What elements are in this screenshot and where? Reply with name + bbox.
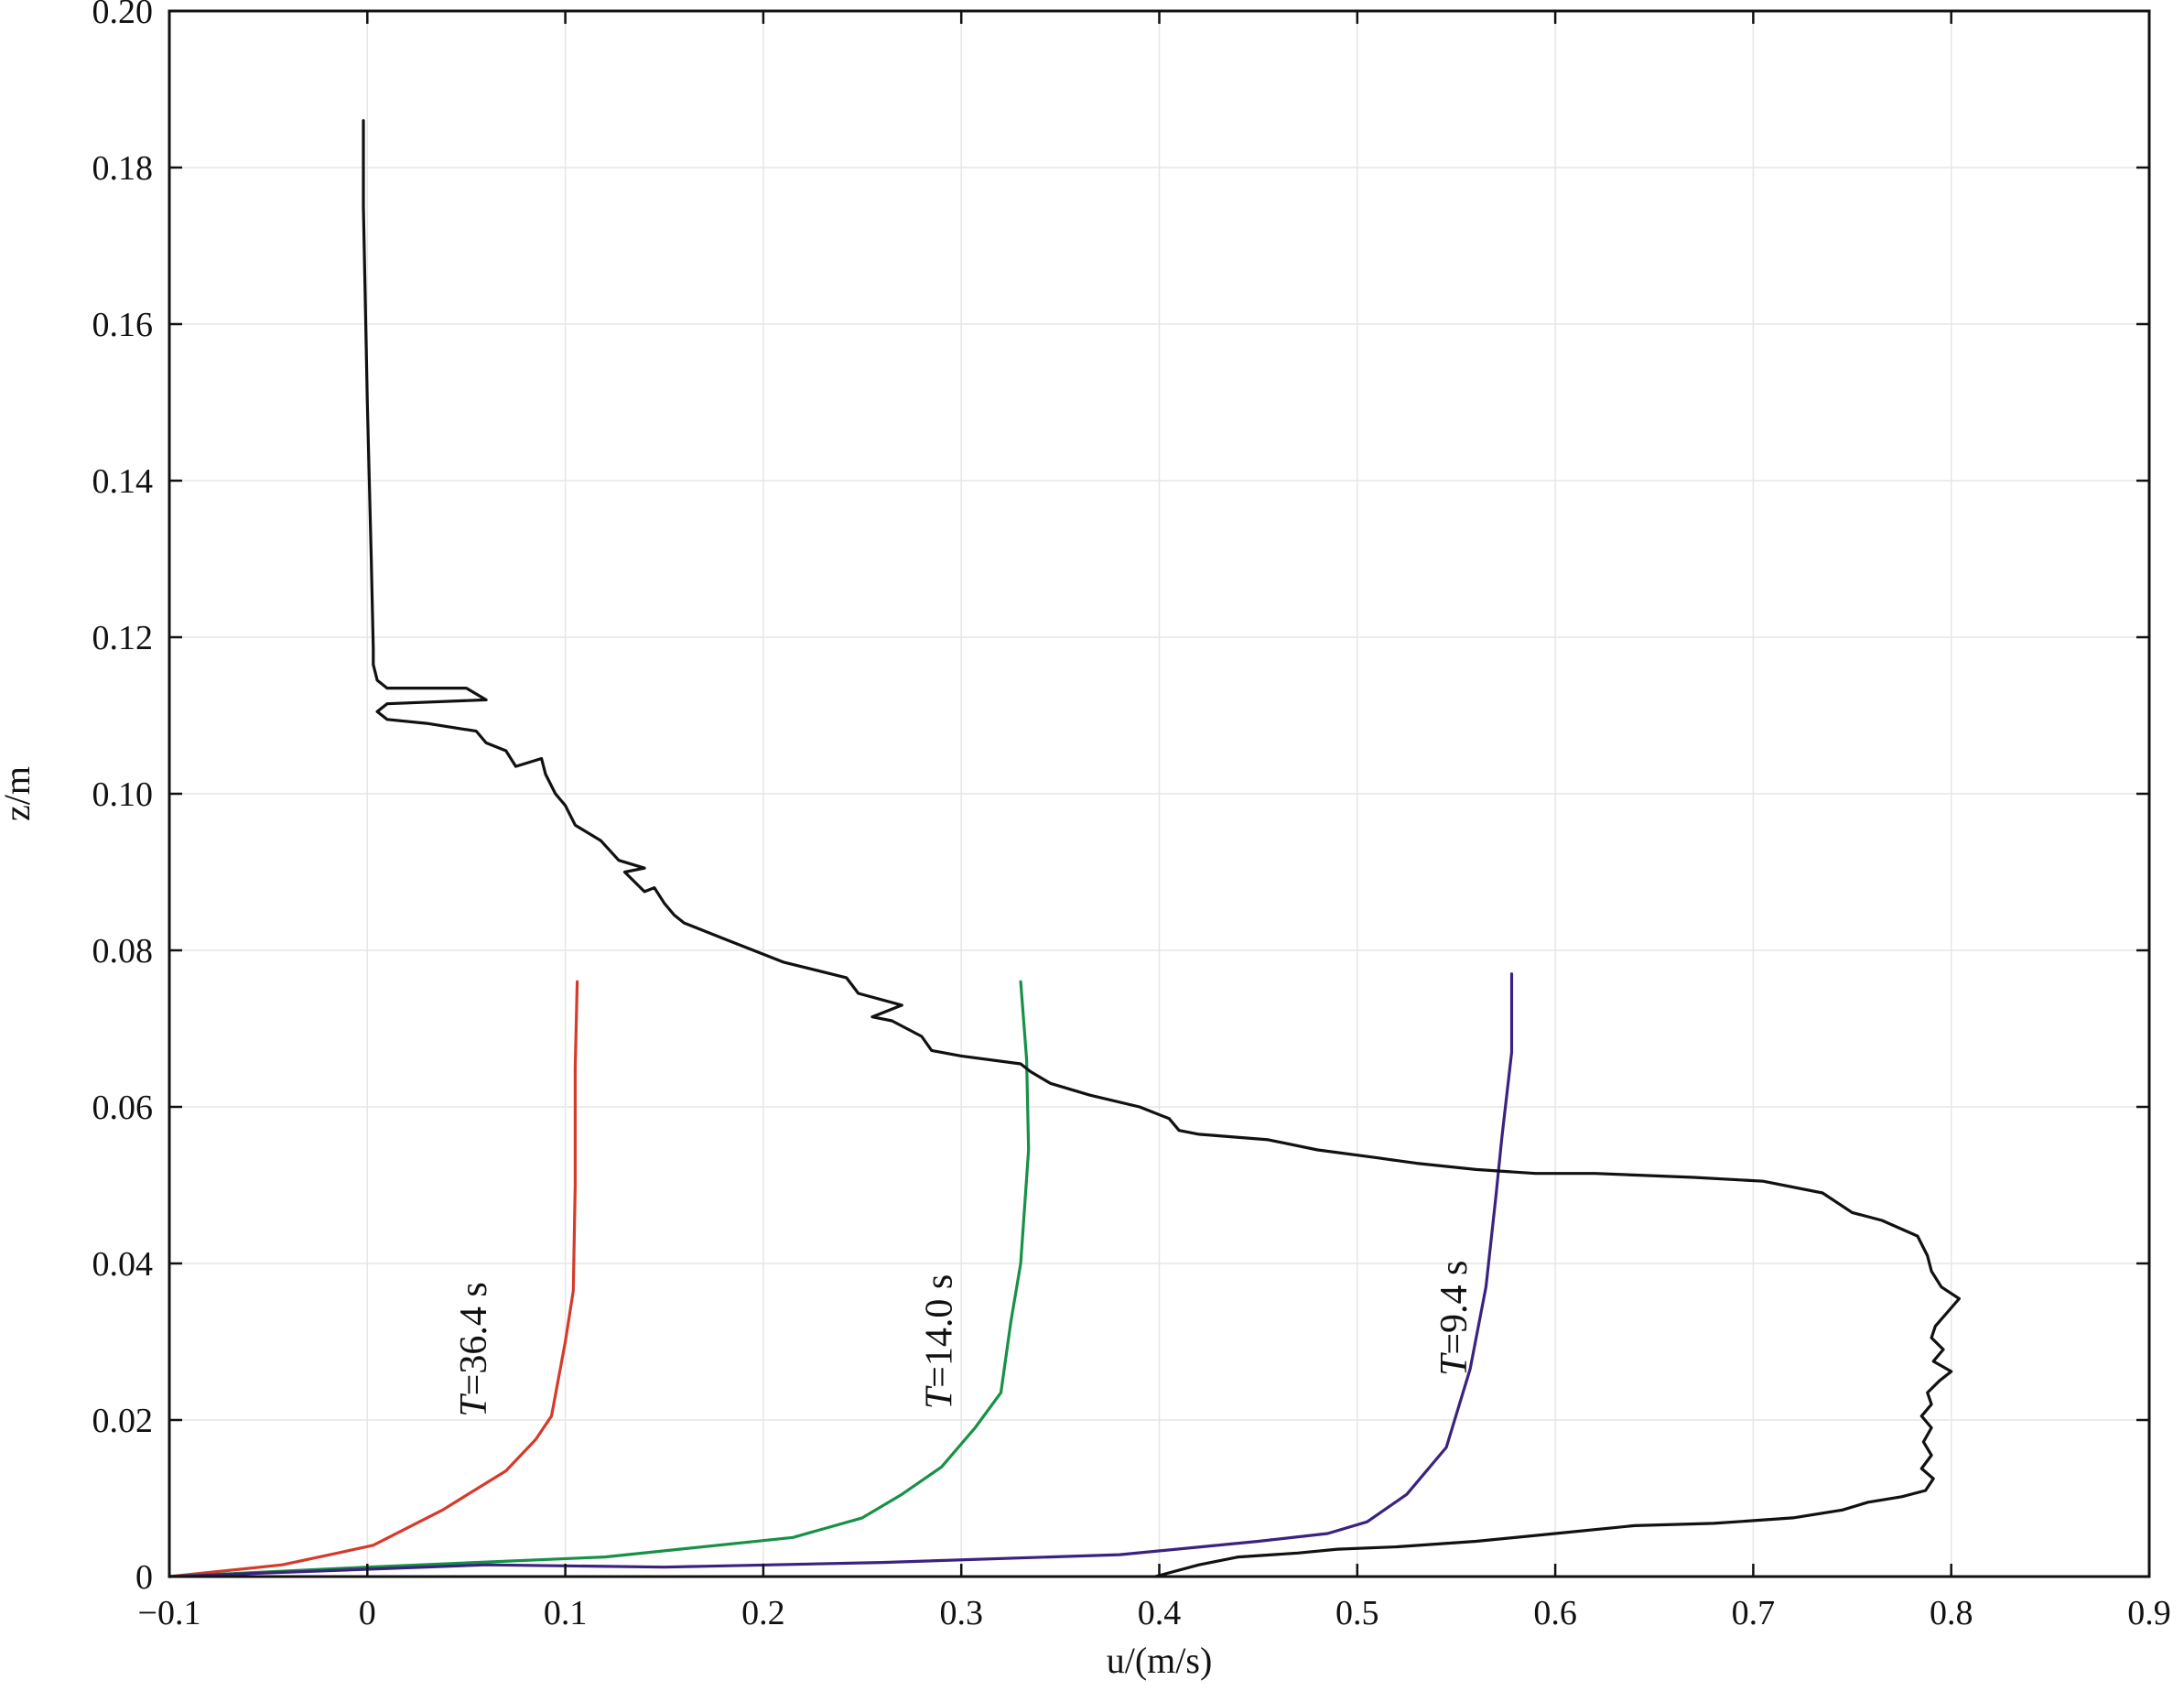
x-tick-label: 0.6: [1533, 1594, 1577, 1632]
y-tick-label: 0: [135, 1558, 153, 1597]
y-tick-label: 0.02: [92, 1402, 154, 1440]
curve-label-text: =14.0 s: [918, 1274, 960, 1388]
y-tick-label: 0.10: [92, 775, 154, 814]
series-line-4: [362, 119, 1961, 1578]
y-tick-label: 0.12: [92, 619, 154, 657]
axis-ticks: −0.1 0 0.1 0.2 0.3 0.4 0.5 0.6 0.7 0.8 0.900.020.0…: [92, 0, 2171, 1632]
series-line-1: [168, 980, 579, 1578]
curve-label-italic: T: [453, 1393, 495, 1417]
series-line-3: [168, 972, 1514, 1578]
x-tick-label: 0.3: [939, 1594, 983, 1632]
curve-label-3: T=9.4 s: [1433, 1261, 1476, 1376]
x-tick-label: −0.1: [138, 1594, 201, 1632]
curve-label-1: T=36.4 s: [453, 1282, 495, 1416]
curve-label-italic: T: [918, 1385, 960, 1409]
x-tick-label: 0.9: [2127, 1594, 2171, 1632]
x-axis-title: u/(m/s): [1107, 1640, 1213, 1681]
y-tick-label: 0.18: [92, 149, 154, 188]
x-tick-label: 0.8: [1930, 1594, 1973, 1632]
series-line-2: [168, 980, 1031, 1578]
x-tick-label: 0.1: [544, 1594, 588, 1632]
x-tick-label: 0.2: [741, 1594, 785, 1632]
y-tick-label: 0.06: [92, 1089, 154, 1127]
annotation-group: T=36.4 sT=14.0 s T=9.4 s: [453, 1261, 1476, 1417]
y-axis-title: z/m: [0, 766, 38, 821]
x-tick-label: 0.5: [1335, 1594, 1379, 1632]
curve-label-2: T=14.0 s: [918, 1274, 960, 1409]
x-tick-label: 0.4: [1138, 1594, 1182, 1632]
curve-label-text: =36.4 s: [453, 1282, 495, 1395]
x-tick-label: 0.7: [1732, 1594, 1776, 1632]
y-tick-label: 0.20: [92, 0, 154, 31]
y-tick-label: 0.16: [92, 306, 154, 344]
y-tick-label: 0.14: [92, 462, 154, 501]
x-tick-label: 0: [359, 1594, 376, 1632]
y-tick-label: 0.04: [92, 1245, 154, 1284]
series-group: [168, 119, 1961, 1578]
curve-label-text: =9.4 s: [1433, 1261, 1476, 1355]
y-tick-label: 0.08: [92, 932, 154, 970]
curve-label-italic: T: [1433, 1352, 1476, 1376]
